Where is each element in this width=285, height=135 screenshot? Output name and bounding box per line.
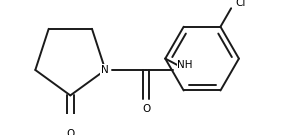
Text: O: O — [142, 104, 150, 114]
Text: Cl: Cl — [235, 0, 246, 8]
Text: NH: NH — [177, 60, 193, 70]
Text: O: O — [66, 129, 74, 135]
Text: N: N — [101, 65, 109, 75]
